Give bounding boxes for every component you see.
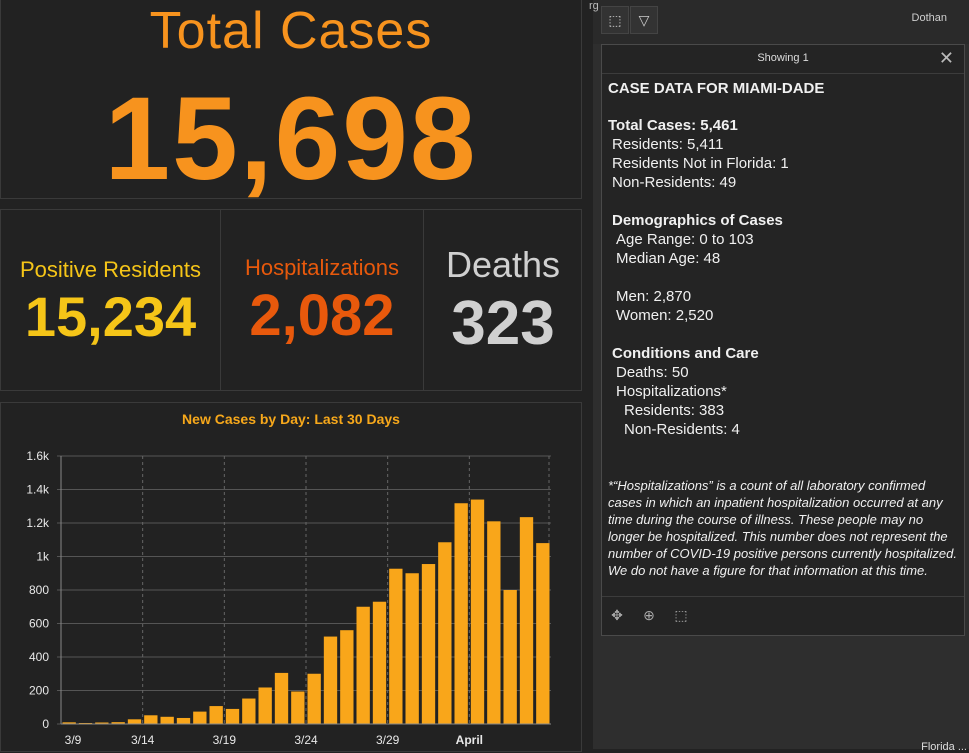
x-tick-label: April (456, 733, 483, 747)
bar (405, 573, 419, 724)
hosp-non-residents-line: Non-Residents: 4 (624, 421, 740, 438)
popup-header-label: Showing 1 (757, 52, 809, 64)
bar (454, 503, 468, 724)
y-tick-label: 1k (36, 550, 50, 564)
bar (62, 722, 76, 724)
women-line: Women: 2,520 (616, 307, 714, 324)
y-tick-label: 1.2k (26, 516, 50, 530)
hosp-residents-line: Residents: 383 (624, 402, 725, 419)
hospitalizations-stat: Hospitalizations 2,082 (221, 210, 423, 390)
positive-residents-value: 15,234 (24, 285, 197, 348)
popup-body: CASE DATA FOR MIAMI-DADE Total Cases: 5,… (608, 79, 958, 579)
bar (487, 521, 501, 724)
total-cases-panel: Total Cases 15,698 (0, 0, 582, 205)
bar (111, 722, 125, 724)
hospitalizations-label: Hospitalizations (244, 255, 400, 280)
bar (307, 673, 321, 724)
chart-title: New Cases by Day: Last 30 Days (182, 411, 400, 427)
bar (372, 601, 387, 724)
non-residents-line: Non-Residents: 49 (612, 174, 737, 191)
map-place-label: Dothan (911, 12, 947, 24)
bar (95, 722, 109, 724)
y-tick-label: 1.4k (26, 483, 50, 497)
map-place-label: Florida ... (921, 741, 967, 753)
bar (209, 706, 223, 724)
bar (421, 564, 436, 724)
chevron-down-icon[interactable]: ▽ (630, 6, 658, 34)
bar (193, 711, 207, 724)
hospitalizations-line: Hospitalizations* (616, 383, 727, 400)
x-tick-label: 3/9 (65, 733, 82, 747)
total-cases-title: Total Cases (149, 2, 433, 60)
residents-line: Residents: 5,411 (612, 136, 724, 153)
bar (470, 499, 485, 724)
median-age-line: Median Age: 48 (616, 250, 721, 267)
y-tick-label: 400 (29, 650, 49, 664)
deaths-value: 323 (451, 289, 555, 358)
bar (389, 568, 403, 724)
pan-icon[interactable]: ✥ (611, 607, 623, 623)
divider (220, 210, 221, 390)
deaths-stat: Deaths 323 (424, 210, 582, 390)
map-place-label: rg (589, 0, 599, 12)
select-icon[interactable]: ⬚ (601, 6, 629, 34)
select-icon[interactable]: ⬚ (674, 607, 688, 623)
hospitalizations-note: *“Hospitalizations” is a count of all la… (608, 478, 957, 578)
bar (160, 716, 174, 724)
x-tick-label: 3/14 (131, 733, 155, 747)
bar (176, 717, 191, 724)
residents-not-fl-line: Residents Not in Florida: 1 (612, 155, 789, 172)
bar (127, 719, 142, 724)
positive-residents-label: Positive Residents (20, 257, 201, 282)
bar (242, 698, 256, 724)
bar (503, 590, 517, 724)
y-tick-label: 1.6k (26, 449, 50, 463)
popup-footer: ✥ ⊕ ⬚ (602, 596, 964, 635)
bar (356, 606, 370, 724)
bar (340, 630, 354, 724)
deaths-line: Deaths: 50 (616, 364, 689, 381)
y-tick-label: 0 (42, 717, 49, 731)
bar (536, 543, 550, 724)
popup-header: Showing 1 ✕ (602, 45, 964, 74)
new-cases-chart: 0 200 400 600 800 1k 1.2k 1.4k 1.6k 3/9 3/14 3/19 3/… (26, 449, 551, 747)
positive-residents-stat: Positive Residents 15,234 (1, 210, 220, 390)
bar (291, 691, 305, 724)
total-cases-value: 15,698 (104, 73, 478, 205)
x-tick-label: 3/24 (294, 733, 318, 747)
divider (423, 210, 424, 390)
popup-title: CASE DATA FOR MIAMI-DADE (608, 80, 825, 97)
close-icon[interactable]: ✕ (938, 48, 954, 68)
deaths-label: Deaths (445, 244, 561, 285)
x-tick-label: 3/19 (213, 733, 237, 747)
conditions-title: Conditions and Care (612, 345, 759, 362)
bar (225, 708, 240, 724)
y-tick-label: 800 (29, 583, 49, 597)
total-cases-line: Total Cases: 5,461 (608, 117, 738, 134)
new-cases-chart-panel: 0 200 400 600 800 1k 1.2k 1.4k 1.6k 3/9 3/14 3/19 3/… (0, 402, 582, 752)
zoom-to-icon[interactable]: ⊕ (643, 607, 655, 623)
bar (438, 542, 452, 724)
men-line: Men: 2,870 (616, 288, 692, 305)
x-tick-label: 3/29 (376, 733, 400, 747)
age-range-line: Age Range: 0 to 103 (616, 231, 754, 248)
bar (274, 672, 289, 724)
y-tick-label: 200 (29, 684, 49, 698)
demographics-title: Demographics of Cases (612, 212, 783, 229)
stats-row: Positive Residents 15,234 Hospitalizatio… (0, 209, 582, 391)
case-data-popup: Showing 1 ✕ CASE DATA FOR MIAMI-DADE Tot… (601, 44, 965, 636)
hospitalizations-value: 2,082 (249, 283, 395, 348)
bar (78, 722, 93, 724)
bar (258, 687, 272, 724)
bar (144, 715, 158, 724)
bar (519, 517, 534, 724)
map-top-strip: ⬚ ▽ rg Dothan (589, 0, 969, 44)
y-tick-label: 600 (29, 617, 49, 631)
bar (323, 636, 338, 724)
